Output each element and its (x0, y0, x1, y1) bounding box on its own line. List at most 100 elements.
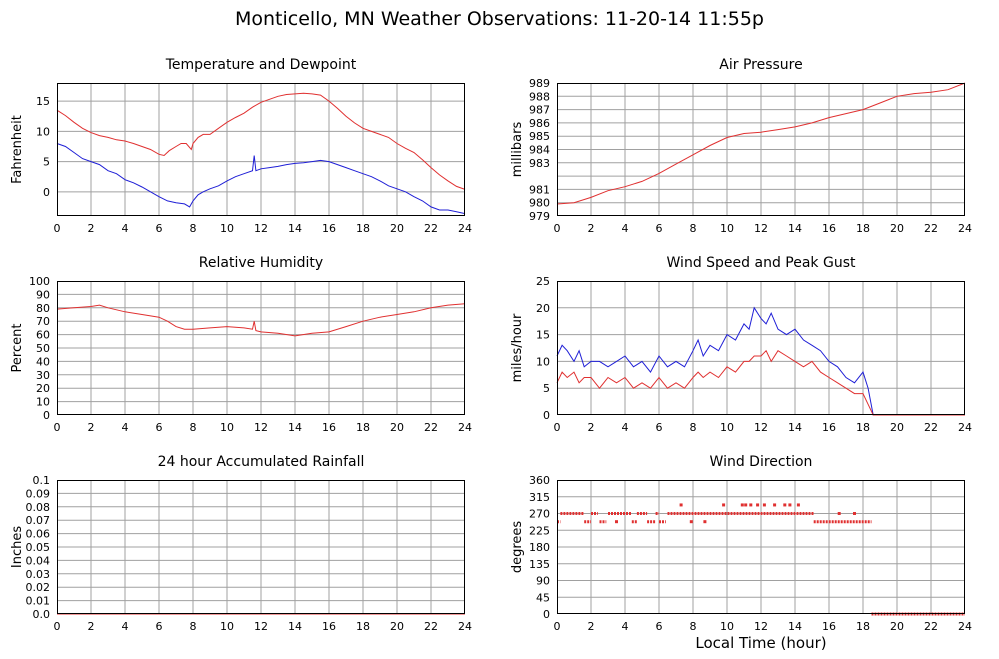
x-tick-label: 4 (622, 421, 629, 434)
y-tick-label: 100 (29, 275, 50, 288)
x-tick-label: 6 (656, 222, 663, 235)
direction-point (615, 520, 618, 524)
x-tick-label: 6 (156, 620, 163, 633)
y-tick-label: 225 (529, 524, 550, 537)
x-tick-label: 10 (220, 620, 234, 633)
x-tick-label: 22 (924, 222, 938, 235)
x-tick-label: 6 (156, 421, 163, 434)
direction-point (679, 503, 683, 507)
direction-point (788, 503, 792, 507)
x-tick-label: 20 (890, 620, 904, 633)
y-axis-label: millibars (510, 122, 525, 178)
x-tick-label: 12 (754, 421, 768, 434)
direction-point (689, 520, 693, 524)
x-tick-label: 4 (122, 421, 129, 434)
y-tick-label: 0.03 (26, 568, 51, 581)
direction-point (762, 503, 766, 507)
series-line-red (56, 92, 466, 190)
chart-title: Air Pressure (719, 57, 802, 73)
y-tick-label: 180 (529, 541, 550, 554)
y-tick-label: 5 (543, 382, 550, 395)
x-tick-label: 10 (720, 421, 734, 434)
y-tick-label: 0 (43, 409, 50, 422)
y-tick-label: 0.05 (26, 541, 51, 554)
plot-frame (557, 281, 965, 415)
x-tick-label: 24 (958, 620, 972, 633)
y-tick-label: 80 (36, 302, 50, 315)
y-tick-label: 20 (36, 382, 50, 395)
x-tick-label: 4 (622, 620, 629, 633)
x-tick-label: 18 (356, 222, 370, 235)
x-tick-label: 0 (54, 620, 61, 633)
x-tick-label: 10 (720, 620, 734, 633)
x-tick-label: 16 (822, 222, 836, 235)
x-tick-label: 18 (856, 620, 870, 633)
y-tick-label: 0 (43, 186, 50, 199)
y-tick-label: 0.09 (26, 487, 51, 500)
x-tick-label: 0 (554, 421, 561, 434)
direction-point (853, 512, 856, 515)
x-tick-label: 8 (690, 620, 697, 633)
x-tick-label: 24 (958, 421, 972, 434)
direction-point (756, 503, 760, 507)
y-tick-label: 0.06 (26, 528, 51, 541)
chart-title: Wind Direction (710, 454, 813, 470)
y-tick-label: 15 (536, 329, 550, 342)
direction-point (722, 503, 726, 507)
x-tick-label: 14 (788, 421, 802, 434)
y-tick-label: 60 (36, 329, 50, 342)
x-tick-label: 8 (190, 222, 197, 235)
x-tick-label: 8 (690, 222, 697, 235)
y-tick-label: 10 (36, 396, 50, 409)
direction-point (796, 503, 800, 507)
x-tick-label: 16 (322, 620, 336, 633)
plot-frame (557, 480, 965, 614)
series-line-red (56, 303, 466, 337)
x-tick-label: 16 (322, 222, 336, 235)
y-tick-label: 981 (529, 183, 550, 196)
y-tick-label: 985 (529, 130, 550, 143)
x-tick-label: 10 (720, 222, 734, 235)
y-tick-label: 45 (536, 591, 550, 604)
x-tick-label: 12 (254, 222, 268, 235)
y-tick-label: 989 (529, 77, 550, 90)
y-tick-label: 0.04 (26, 554, 51, 567)
x-tick-label: 4 (122, 222, 129, 235)
x-tick-label: 20 (390, 222, 404, 235)
x-tick-label: 20 (890, 222, 904, 235)
direction-point (703, 520, 707, 524)
y-tick-label: 987 (529, 104, 550, 117)
y-tick-label: 0.1 (33, 474, 51, 487)
chart-title: Relative Humidity (199, 255, 323, 271)
chart-title: Wind Speed and Peak Gust (667, 255, 856, 271)
x-tick-label: 12 (254, 421, 268, 434)
y-tick-label: 90 (536, 575, 550, 588)
y-axis-label: Percent (10, 324, 25, 373)
y-tick-label: 30 (36, 369, 50, 382)
plot-frame (57, 281, 465, 415)
x-tick-label: 14 (288, 421, 302, 434)
x-tick-label: 24 (458, 421, 472, 434)
x-tick-label: 18 (856, 222, 870, 235)
y-tick-label: 20 (536, 302, 550, 315)
y-tick-label: 70 (36, 315, 50, 328)
x-tick-label: 20 (390, 421, 404, 434)
y-tick-label: 15 (36, 95, 50, 108)
y-tick-label: 983 (529, 157, 550, 170)
x-tick-label: 4 (622, 222, 629, 235)
chart-title: Temperature and Dewpoint (165, 57, 357, 73)
x-tick-label: 22 (424, 421, 438, 434)
y-axis-label: Fahrenheit (10, 115, 25, 184)
x-tick-label: 16 (322, 421, 336, 434)
x-tick-label: 8 (190, 421, 197, 434)
series-line-blue (556, 306, 965, 416)
y-tick-label: 980 (529, 197, 550, 210)
y-tick-label: 988 (529, 90, 550, 103)
series-line-blue (56, 143, 466, 215)
y-tick-label: 40 (36, 355, 50, 368)
x-tick-label: 14 (288, 620, 302, 633)
x-tick-label: 2 (588, 222, 595, 235)
y-tick-label: 984 (529, 144, 550, 157)
